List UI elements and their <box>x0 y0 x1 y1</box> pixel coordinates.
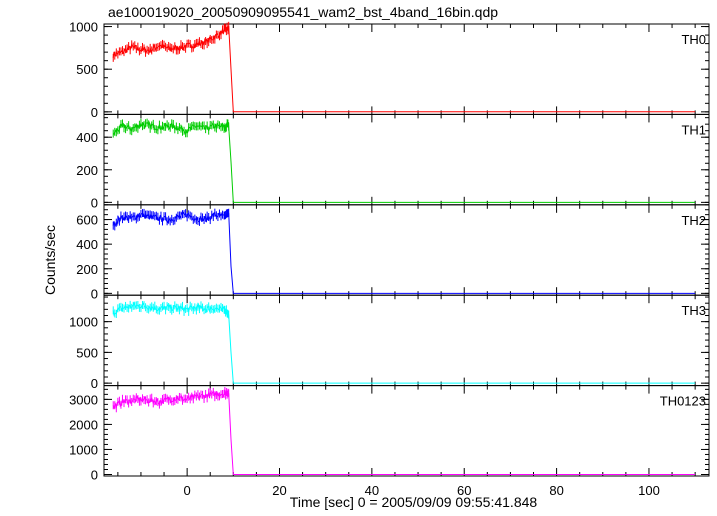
x-tick-label: 20 <box>272 483 286 498</box>
y-axis-label: Counts/sec <box>42 224 58 296</box>
x-tick-label: 60 <box>457 483 471 498</box>
x-tick-label: 100 <box>638 483 660 498</box>
panel-label-th0123: TH0123 <box>660 394 706 409</box>
y-tick-label: 0 <box>91 195 98 210</box>
y-tick-label: 3000 <box>69 392 98 407</box>
panel-label-th1: TH1 <box>681 122 706 137</box>
x-tick-label: 0 <box>184 483 191 498</box>
y-tick-label: 600 <box>76 213 98 228</box>
y-tick-label: 0 <box>91 467 98 482</box>
y-tick-label: 500 <box>76 62 98 77</box>
series-line-th2 <box>112 211 696 294</box>
y-tick-label: 200 <box>76 262 98 277</box>
y-tick-label: 0 <box>91 376 98 391</box>
panel-frame-th0123 <box>103 385 710 477</box>
y-tick-label: 2000 <box>69 417 98 432</box>
panel-label-th3: TH3 <box>681 303 706 318</box>
series-line-th1 <box>112 121 696 203</box>
panel-label-th0: TH0 <box>681 32 706 47</box>
y-tick-label: 1000 <box>69 20 98 35</box>
panel-frame-th0 <box>103 23 710 115</box>
y-tick-label: 0 <box>91 105 98 120</box>
series-line-th0 <box>112 25 696 113</box>
x-tick-label: 40 <box>365 483 379 498</box>
y-tick-label: 200 <box>76 163 98 178</box>
y-tick-label: 500 <box>76 345 98 360</box>
y-tick-label: 1000 <box>69 315 98 330</box>
y-tick-label: 1000 <box>69 442 98 457</box>
chart-title: ae100019020_20050909095541_wam2_bst_4ban… <box>108 4 499 20</box>
y-tick-label: 400 <box>76 130 98 145</box>
series-line-th0123 <box>112 390 696 475</box>
series-line-th3 <box>112 301 696 384</box>
panel-label-th2: TH2 <box>681 213 706 228</box>
y-tick-label: 400 <box>76 237 98 252</box>
y-tick-label: 0 <box>91 286 98 301</box>
x-tick-label: 80 <box>549 483 563 498</box>
x-axis-label: Time [sec] 0 = 2005/09/09 09:55:41.848 <box>289 494 538 510</box>
